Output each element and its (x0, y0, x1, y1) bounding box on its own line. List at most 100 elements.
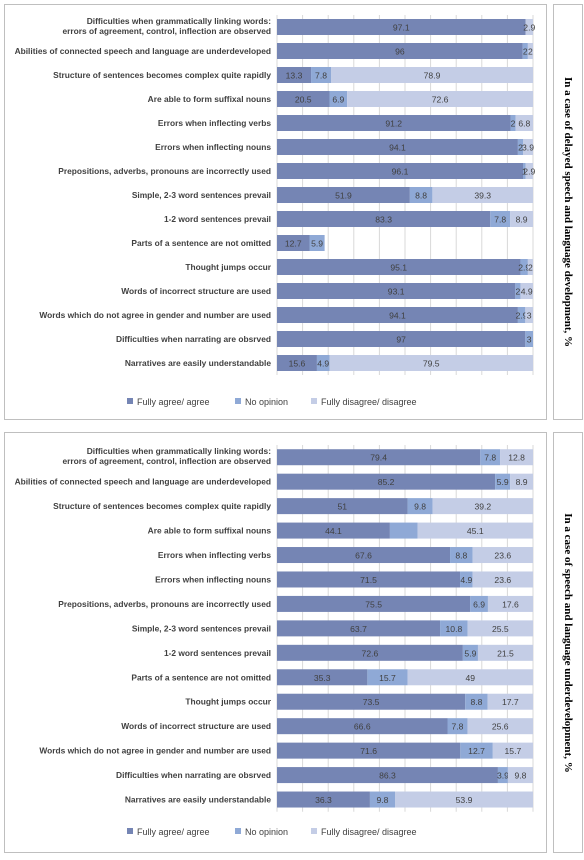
category-label-line: Abilities of connected speech and langua… (15, 46, 271, 56)
data-label: 2.9 (518, 263, 530, 273)
bar-segment (277, 767, 498, 784)
data-label: 44.1 (325, 526, 342, 536)
bar-segment (277, 139, 518, 155)
bar-segment (462, 644, 478, 661)
bar-segment (277, 163, 524, 179)
chart-box-delayed: Difficulties when grammatically linking … (4, 4, 547, 420)
category-label-line: Errors when inflecting verbs (158, 118, 271, 128)
category-label: Simple, 2-3 word sentences prevail (132, 623, 271, 633)
data-label: 2 (516, 287, 521, 297)
category-label: Are able to form suffixal nouns (148, 526, 272, 536)
category-label: Difficulties when narrating are obsrved (116, 334, 271, 344)
data-label: 66.6 (354, 722, 371, 732)
bar-segment (465, 693, 488, 710)
category-label-line: Thought jumps occur (185, 262, 271, 272)
category-label: Errors when inflecting nouns (155, 574, 271, 584)
data-label: 4.9 (460, 575, 472, 585)
chart-title-box-underdevelopment: In a case of speech and language underde… (553, 432, 583, 853)
category-label-line: Parts of a sentence are not omitted (131, 672, 271, 682)
legend-label: Fully disagree/ disagree (321, 827, 417, 837)
data-label: 39.3 (474, 191, 491, 201)
chart-underdevelopment-svg: Difficulties when grammatically linking … (15, 445, 534, 837)
bar-segment (510, 473, 533, 490)
bar-segment (472, 571, 533, 588)
category-label-line: Errors when inflecting nouns (155, 574, 271, 584)
category-label-line: Abilities of connected speech and langua… (15, 477, 271, 487)
data-label: 12.8 (508, 453, 525, 463)
category-label: Structure of sentences becomes complex q… (53, 501, 271, 511)
bar-segment (432, 187, 533, 203)
category-label-line: Narratives are easily understandable (125, 795, 272, 805)
data-label: 75.5 (365, 599, 382, 609)
data-label: 63.7 (350, 624, 367, 634)
category-label: Structure of sentences becomes complex q… (53, 70, 271, 80)
data-label: 93.1 (388, 287, 405, 297)
category-label-line: Are able to form suffixal nouns (148, 526, 272, 536)
legend-swatch (127, 828, 133, 834)
data-label: 2.9 (523, 23, 535, 33)
bar-segment (525, 19, 533, 35)
data-label: 2.9 (523, 167, 535, 177)
data-label: 15.6 (289, 359, 306, 369)
data-label: 17.7 (502, 697, 519, 707)
category-label-line: Structure of sentences becomes complex q… (53, 501, 271, 511)
bar-segment (277, 522, 390, 539)
bar-segment (277, 19, 526, 35)
bar-segment (316, 355, 330, 371)
bar-segment (407, 498, 433, 515)
bar-segment (470, 595, 488, 612)
data-label: 97.1 (393, 23, 410, 33)
category-label: Difficulties when grammatically linking … (63, 446, 272, 466)
bar-segment (472, 547, 533, 564)
bar-segment (277, 693, 466, 710)
legend-label: Fully disagree/ disagree (321, 397, 417, 407)
bar-segment (277, 718, 448, 735)
bar-segment (523, 139, 533, 155)
data-label: 12.7 (468, 746, 485, 756)
data-label: 8.8 (470, 697, 482, 707)
data-label: 51 (337, 502, 347, 512)
chart-title: In a case of delayed speech and language… (562, 76, 574, 348)
bar-segment (367, 669, 408, 686)
data-label: 2 (518, 143, 523, 153)
bar-segment (500, 449, 533, 466)
category-label-line: Difficulties when narrating are obsrved (116, 334, 271, 344)
bar-segment (467, 718, 533, 735)
category-label-line: errors of agreement, control, inflection… (63, 26, 272, 36)
chart-title-box-delayed: In a case of delayed speech and language… (553, 4, 583, 420)
legend-label: No opinion (245, 397, 288, 407)
data-label: 13.3 (286, 71, 303, 81)
category-label-line: Are able to form suffixal nouns (148, 94, 272, 104)
data-label: 49 (465, 673, 475, 683)
category-label-line: Words of incorrect structure are used (121, 286, 271, 296)
bar-segment (440, 620, 468, 637)
bar-segment (277, 307, 518, 323)
data-label: 85.2 (378, 477, 395, 487)
bar-segment (447, 718, 468, 735)
bar-segment (510, 115, 516, 131)
category-label-line: 1-2 word sentences prevail (164, 214, 271, 224)
data-label: 9.8 (514, 771, 526, 781)
bar-segment (527, 259, 533, 275)
data-label: 2 (528, 47, 533, 57)
data-label: 7.8 (494, 215, 506, 225)
category-label-line: Errors when inflecting nouns (155, 142, 271, 152)
category-label: Difficulties when grammatically linking … (63, 16, 272, 36)
bar-segment (277, 259, 521, 275)
category-label-line: Parts of a sentence are not omitted (131, 238, 271, 248)
bar-segment (520, 259, 528, 275)
bar-segment (497, 767, 508, 784)
bar-segment (277, 620, 441, 637)
bar-segment (523, 163, 526, 179)
data-label: 9.8 (414, 502, 426, 512)
legend-swatch (235, 828, 241, 834)
category-label: Words which do not agree in gender and n… (39, 310, 271, 320)
data-label: 71.6 (360, 746, 377, 756)
data-label: 8.9 (516, 477, 528, 487)
bar-segment (510, 211, 533, 227)
category-label: Thought jumps occur (185, 697, 271, 707)
data-label: 3.9 (497, 771, 509, 781)
chart-panel-delayed: Difficulties when grammatically linking … (4, 4, 583, 420)
data-label: 6.8 (518, 119, 530, 129)
bar-segment (277, 235, 310, 251)
